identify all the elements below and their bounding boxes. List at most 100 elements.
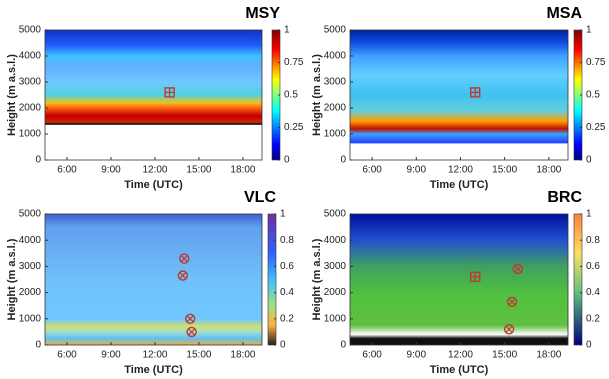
x-axis-label: Time (UTC)	[430, 179, 489, 191]
marker-outline	[177, 270, 189, 281]
y-tick-label: 4000	[19, 51, 42, 62]
y-tick-label: 1000	[324, 129, 347, 140]
colorbar-tick-label: 0.4	[280, 287, 294, 298]
colorbar-tick-label: 1	[586, 209, 592, 220]
colorbar-tick-label: 0.75	[586, 57, 606, 68]
marker-outline	[186, 326, 197, 338]
x-tick-label: 6:00	[57, 165, 77, 176]
colorbar-tick-label: 1	[586, 25, 592, 36]
x-tick-label: 15:00	[492, 165, 517, 176]
x-tick-label: 12:00	[142, 350, 167, 361]
x-tick-label: 18:00	[536, 350, 561, 361]
heatmap-image	[350, 30, 568, 160]
x-tick-label: 6:00	[57, 350, 77, 361]
colorbar-tick-label: 1	[284, 25, 290, 36]
colorbar-tick-label: 0.6	[586, 261, 600, 272]
y-axis-label: Height (m a.s.l.)	[6, 54, 18, 136]
x-tick-label: 15:00	[186, 165, 211, 176]
y-tick-label: 2000	[19, 103, 42, 114]
x-tick-label: 6:00	[362, 165, 382, 176]
y-tick-label: 4000	[324, 51, 347, 62]
colorbar-tick-label: 0	[586, 340, 592, 351]
colorbar-tick-label: 0	[284, 155, 290, 166]
colorbar	[573, 213, 583, 346]
marker-outline	[179, 253, 190, 264]
plot-frame	[44, 29, 263, 161]
colorbar-tick-label: 0.2	[586, 313, 600, 324]
x-tick-label: 18:00	[230, 350, 255, 361]
y-tick-label: 3000	[19, 261, 42, 272]
y-tick-label: 5000	[19, 25, 42, 36]
colorbar-tick-label: 0.2	[280, 313, 294, 324]
marker-circle	[184, 313, 196, 324]
colorbar-tick-label: 0.25	[284, 122, 304, 133]
y-tick-label: 3000	[19, 77, 42, 88]
marker-circle	[512, 263, 524, 275]
plot-frame	[44, 213, 263, 346]
y-tick-label: 1000	[19, 313, 42, 324]
x-tick-label: 18:00	[536, 165, 561, 176]
x-tick-label: 9:00	[407, 350, 427, 361]
marker-cross	[180, 254, 188, 263]
marker-cross	[470, 87, 480, 97]
x-tick-label: 18:00	[230, 165, 255, 176]
marker-cross	[514, 265, 522, 273]
y-axis-label: Height (m a.s.l.)	[6, 238, 18, 320]
y-tick-label: 1000	[324, 313, 347, 324]
marker-square	[470, 87, 481, 98]
marker-cross	[186, 315, 194, 323]
colorbar-tick-label: 0	[280, 340, 286, 351]
marker-outline	[506, 296, 518, 307]
marker-cross	[179, 271, 187, 280]
plot-frame	[349, 213, 569, 346]
marker-outline	[184, 313, 196, 324]
colorbar-tick-label: 0	[586, 155, 592, 166]
colorbar-tick-label: 0.5	[284, 90, 298, 101]
plot-frame	[349, 29, 569, 161]
y-tick-label: 0	[340, 340, 346, 351]
y-tick-label: 4000	[324, 235, 347, 246]
colorbar-tick-label: 0.8	[586, 235, 600, 246]
colorbar-tick-label: 0.25	[586, 122, 606, 133]
heatmap-image	[45, 214, 262, 345]
x-tick-label: 12:00	[448, 350, 473, 361]
colorbar-tick-label: 0.8	[280, 235, 294, 246]
y-tick-label: 0	[340, 155, 346, 166]
colorbar-tick-label: 0.4	[586, 287, 600, 298]
y-tick-label: 0	[35, 340, 41, 351]
x-tick-label: 9:00	[407, 165, 427, 176]
marker-cross	[505, 325, 513, 333]
x-axis-label: Time (UTC)	[430, 364, 489, 376]
panel-title: VLC	[244, 189, 276, 206]
x-tick-label: 9:00	[101, 165, 121, 176]
colorbar	[267, 213, 277, 346]
x-axis-label: Time (UTC)	[124, 179, 183, 191]
x-tick-label: 9:00	[101, 350, 121, 361]
x-axis-label: Time (UTC)	[124, 364, 183, 376]
marker-cross	[165, 87, 175, 97]
heatmap-image	[350, 214, 568, 345]
x-tick-label: 15:00	[186, 350, 211, 361]
marker-circle	[506, 296, 518, 307]
panel-title: MSY	[245, 5, 280, 22]
y-tick-label: 3000	[324, 261, 347, 272]
y-tick-label: 5000	[324, 25, 347, 36]
x-tick-label: 12:00	[142, 165, 167, 176]
marker-outline	[503, 324, 515, 335]
colorbar-tick-label: 0.6	[280, 261, 294, 272]
marker-cross	[188, 328, 196, 336]
marker-circle	[177, 270, 189, 281]
y-tick-label: 2000	[19, 287, 42, 298]
y-tick-label: 2000	[324, 103, 347, 114]
y-tick-label: 5000	[19, 209, 42, 220]
y-tick-label: 4000	[19, 235, 42, 246]
y-tick-label: 1000	[19, 129, 42, 140]
colorbar-tick-label: 1	[280, 209, 286, 220]
y-axis-label: Height (m a.s.l.)	[311, 238, 323, 320]
marker-cross	[508, 298, 516, 306]
colorbar-tick-label: 0.5	[586, 90, 600, 101]
x-tick-label: 15:00	[492, 350, 517, 361]
marker-circle	[179, 253, 190, 264]
y-tick-label: 5000	[324, 209, 347, 220]
